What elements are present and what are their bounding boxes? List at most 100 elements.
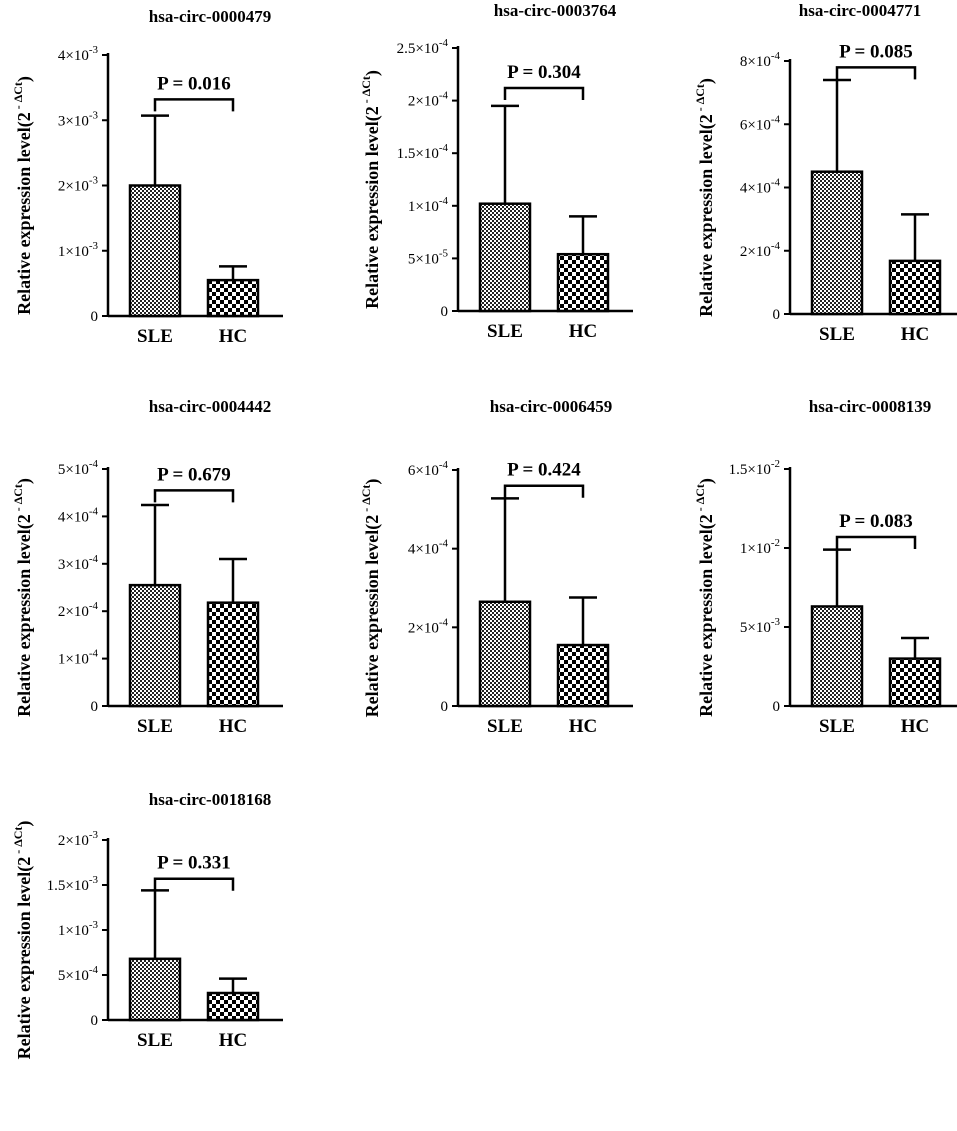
- y-tick-mantissa: 0: [773, 699, 781, 715]
- y-tick-mantissa: 1×10: [58, 923, 89, 939]
- y-axis-label: Relative expression level(2 - ΔCt): [359, 70, 383, 309]
- x-category-label: SLE: [137, 1030, 173, 1051]
- y-tick-label: 1×10-2: [740, 537, 780, 557]
- y-axis-label: Relative expression level(2 - ΔCt): [693, 78, 717, 317]
- y-tick-mantissa: 6×10: [408, 463, 439, 479]
- chart-panel-2: hsa-circ-000376405×10-51×10-41.5×10-42×1…: [359, 1, 633, 342]
- y-tick-mantissa: 2.5×10: [397, 41, 439, 57]
- y-axis-label-close: ): [14, 821, 35, 827]
- y-tick-exponent: -3: [89, 175, 99, 187]
- y-axis-label-superscript: - ΔCt: [359, 485, 373, 515]
- y-axis-label-close: ): [362, 70, 383, 76]
- y-tick-mantissa: 4×10: [58, 509, 89, 525]
- y-tick-exponent: -4: [439, 616, 449, 628]
- y-tick-mantissa: 5×10: [740, 620, 771, 636]
- y-axis-label-main: Relative expression level(2: [696, 114, 717, 317]
- y-tick-mantissa: 1×10: [408, 199, 439, 215]
- y-tick-label: 1.5×10-2: [729, 458, 780, 478]
- bar-sle: [810, 605, 864, 708]
- y-tick-mantissa: 0: [91, 1013, 99, 1029]
- y-tick-label: 2×10-4: [740, 240, 781, 260]
- y-tick-label: 2×10-4: [58, 600, 99, 620]
- y-tick-mantissa: 1.5×10: [397, 146, 439, 162]
- y-tick-label: 2×10-4: [408, 616, 449, 636]
- y-tick-exponent: -3: [89, 829, 99, 841]
- bar-hc: [888, 657, 942, 708]
- y-tick-label: 0: [441, 304, 449, 320]
- p-value-label: P = 0.331: [157, 853, 231, 874]
- bar-sle: [128, 583, 182, 708]
- y-tick-exponent: -4: [89, 964, 99, 976]
- bar-hc: [556, 643, 610, 708]
- y-tick-exponent: -4: [89, 648, 99, 660]
- y-tick-exponent: -4: [771, 113, 781, 125]
- y-tick-label: 0: [773, 699, 781, 715]
- y-tick-mantissa: 4×10: [58, 48, 89, 64]
- y-axis-label-close: ): [14, 76, 35, 82]
- chart-title: hsa-circ-0004771: [799, 1, 921, 20]
- y-tick-mantissa: 1×10: [740, 541, 771, 557]
- y-tick-label: 2×10-3: [58, 175, 99, 195]
- bar-hc: [206, 278, 260, 318]
- x-category-label: SLE: [819, 324, 855, 345]
- y-axis-label-close: ): [362, 479, 383, 485]
- y-tick-mantissa: 5×10: [58, 968, 89, 984]
- y-tick-exponent: -3: [771, 616, 781, 628]
- y-axis-label: Relative expression level(2 - ΔCt): [359, 479, 383, 718]
- x-category-label: HC: [569, 716, 598, 737]
- chart-title: hsa-circ-0000479: [149, 7, 271, 26]
- y-axis-label: Relative expression level(2 - ΔCt): [11, 478, 35, 717]
- y-tick-label: 1×10-4: [408, 195, 449, 215]
- y-axis-label-superscript: - ΔCt: [693, 484, 707, 514]
- significance-bracket: [153, 98, 235, 112]
- y-tick-label: 0: [91, 699, 99, 715]
- y-tick-label: 4×10-3: [58, 44, 99, 64]
- y-axis-label-close: ): [696, 478, 717, 484]
- y-tick-exponent: -3: [89, 44, 99, 56]
- y-tick-mantissa: 2×10: [408, 620, 439, 636]
- y-tick-mantissa: 1.5×10: [729, 462, 771, 478]
- x-category-label: HC: [219, 326, 248, 347]
- chart-panel-1: hsa-circ-000047901×10-32×10-33×10-34×10-…: [11, 7, 283, 347]
- p-value-label: P = 0.424: [507, 460, 581, 481]
- bar-hc: [556, 252, 610, 313]
- bar-hc: [206, 601, 260, 708]
- significance-bracket: [503, 484, 585, 498]
- significance-bracket: [835, 535, 917, 549]
- y-tick-label: 2×10-3: [58, 829, 99, 849]
- y-tick-label: 1×10-3: [58, 919, 99, 939]
- chart-panel-3: hsa-circ-000477102×10-44×10-46×10-48×10-…: [693, 1, 957, 345]
- y-tick-exponent: -3: [89, 109, 99, 121]
- y-tick-label: 0: [441, 699, 449, 715]
- y-tick-mantissa: 4×10: [740, 181, 771, 197]
- y-axis-label-superscript: - ΔCt: [693, 84, 707, 114]
- y-tick-label: 1×10-3: [58, 240, 99, 260]
- x-category-label: SLE: [487, 321, 523, 342]
- x-category-label: HC: [569, 321, 598, 342]
- y-axis-label-main: Relative expression level(2: [362, 515, 383, 718]
- chart-panel-4: hsa-circ-000444201×10-42×10-43×10-44×10-…: [11, 397, 283, 737]
- x-category-label: SLE: [487, 716, 523, 737]
- y-tick-exponent: -4: [771, 240, 781, 252]
- y-tick-exponent: -4: [439, 459, 449, 471]
- y-tick-exponent: -3: [89, 874, 99, 886]
- y-tick-exponent: -2: [771, 458, 780, 470]
- p-value-label: P = 0.679: [157, 464, 231, 485]
- significance-bracket: [503, 86, 585, 100]
- y-tick-label: 0: [773, 307, 781, 323]
- bar-sle: [478, 600, 532, 708]
- bar-sle: [128, 957, 182, 1022]
- y-tick-mantissa: 0: [91, 699, 99, 715]
- y-tick-mantissa: 3×10: [58, 113, 89, 129]
- y-axis-label-superscript: - ΔCt: [359, 76, 373, 106]
- bar-hc: [888, 259, 942, 316]
- y-tick-mantissa: 5×10: [58, 462, 89, 478]
- chart-title: hsa-circ-0018168: [149, 790, 271, 809]
- y-axis-label-superscript: - ΔCt: [11, 827, 25, 857]
- bar-sle: [810, 170, 864, 316]
- y-tick-label: 3×10-4: [58, 553, 99, 573]
- y-tick-exponent: -4: [89, 553, 99, 565]
- p-value-label: P = 0.085: [839, 41, 913, 62]
